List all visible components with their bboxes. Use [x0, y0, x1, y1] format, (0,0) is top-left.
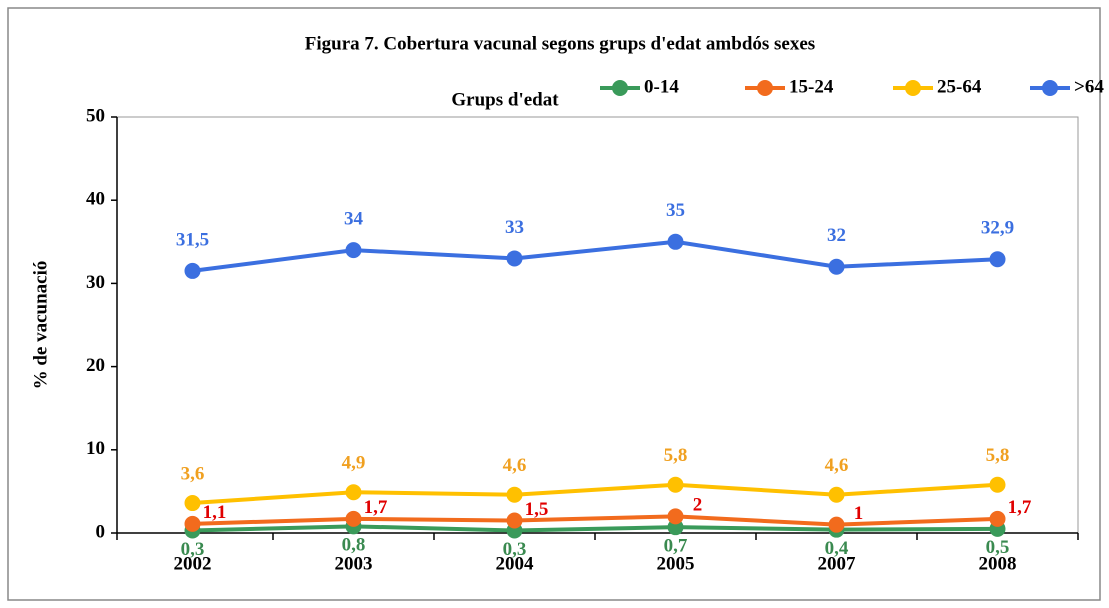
data-point	[345, 510, 362, 527]
data-label: 3,6	[181, 463, 205, 484]
data-point	[184, 515, 201, 532]
data-label: 1,7	[1008, 497, 1032, 518]
data-point	[667, 476, 684, 493]
data-label: 0,8	[342, 535, 366, 556]
series-line	[192, 482, 998, 506]
x-tick-label: 2007	[818, 553, 857, 574]
data-label: 35	[666, 200, 685, 221]
data-label: 0,3	[503, 539, 527, 560]
data-label: 32	[827, 225, 846, 246]
data-point	[989, 251, 1006, 268]
data-point	[184, 495, 201, 512]
x-tick-label: 2003	[335, 553, 373, 574]
data-point	[506, 250, 523, 267]
series-line	[192, 514, 998, 527]
data-point	[667, 233, 684, 250]
data-label: 31,5	[176, 229, 209, 250]
x-tick-label: 2005	[657, 553, 695, 574]
data-label: 4,6	[825, 455, 849, 476]
x-tick-label: 2002	[174, 553, 212, 574]
data-point	[989, 510, 1006, 527]
data-label: 1,1	[203, 502, 227, 523]
y-axis-label: % de vacunació	[30, 261, 51, 390]
y-tick-label: 20	[86, 355, 105, 376]
x-tick-label: 2008	[979, 553, 1017, 574]
legend-label: 15-24	[789, 76, 834, 97]
data-point	[184, 262, 201, 279]
data-label: 0,5	[986, 537, 1010, 558]
data-label: 0,4	[825, 538, 849, 559]
y-tick-label: 40	[86, 189, 105, 210]
data-label: 1,5	[525, 499, 549, 520]
legend-label: 0-14	[644, 76, 679, 97]
legend-marker	[612, 80, 628, 96]
data-label: 4,9	[342, 453, 366, 474]
data-point	[828, 516, 845, 533]
series-line	[192, 239, 998, 273]
data-label: 33	[505, 217, 524, 238]
y-tick-label: 10	[86, 438, 105, 459]
data-point	[345, 242, 362, 259]
x-tick-label: 2004	[496, 553, 535, 574]
data-label: 0,7	[664, 536, 688, 557]
series-line	[192, 524, 998, 533]
data-label: 5,8	[986, 445, 1010, 466]
data-label: 4,6	[503, 455, 527, 476]
legend-label: 25-64	[937, 76, 982, 97]
data-label: 1,7	[364, 497, 388, 518]
legend-label: >64	[1074, 76, 1104, 97]
data-label: 1	[854, 503, 864, 524]
y-tick-label: 50	[86, 105, 105, 126]
data-label: 32,9	[981, 218, 1014, 239]
data-point	[828, 258, 845, 275]
data-point	[828, 486, 845, 503]
data-point	[506, 486, 523, 503]
data-point	[989, 476, 1006, 493]
data-point	[506, 512, 523, 529]
data-point	[345, 484, 362, 501]
data-label: 2	[693, 495, 703, 516]
data-label: 0,3	[181, 539, 205, 560]
y-tick-label: 0	[96, 521, 106, 542]
data-label: 5,8	[664, 445, 688, 466]
data-label: 34	[344, 208, 364, 229]
legend-marker	[1042, 80, 1058, 96]
legend-marker	[905, 80, 921, 96]
data-point	[667, 508, 684, 525]
legend-marker	[757, 80, 773, 96]
legend-title: Grups d'edat	[451, 89, 559, 110]
y-tick-label: 30	[86, 272, 105, 293]
chart-title: Figura 7. Cobertura vacunal segons grups…	[305, 33, 815, 54]
